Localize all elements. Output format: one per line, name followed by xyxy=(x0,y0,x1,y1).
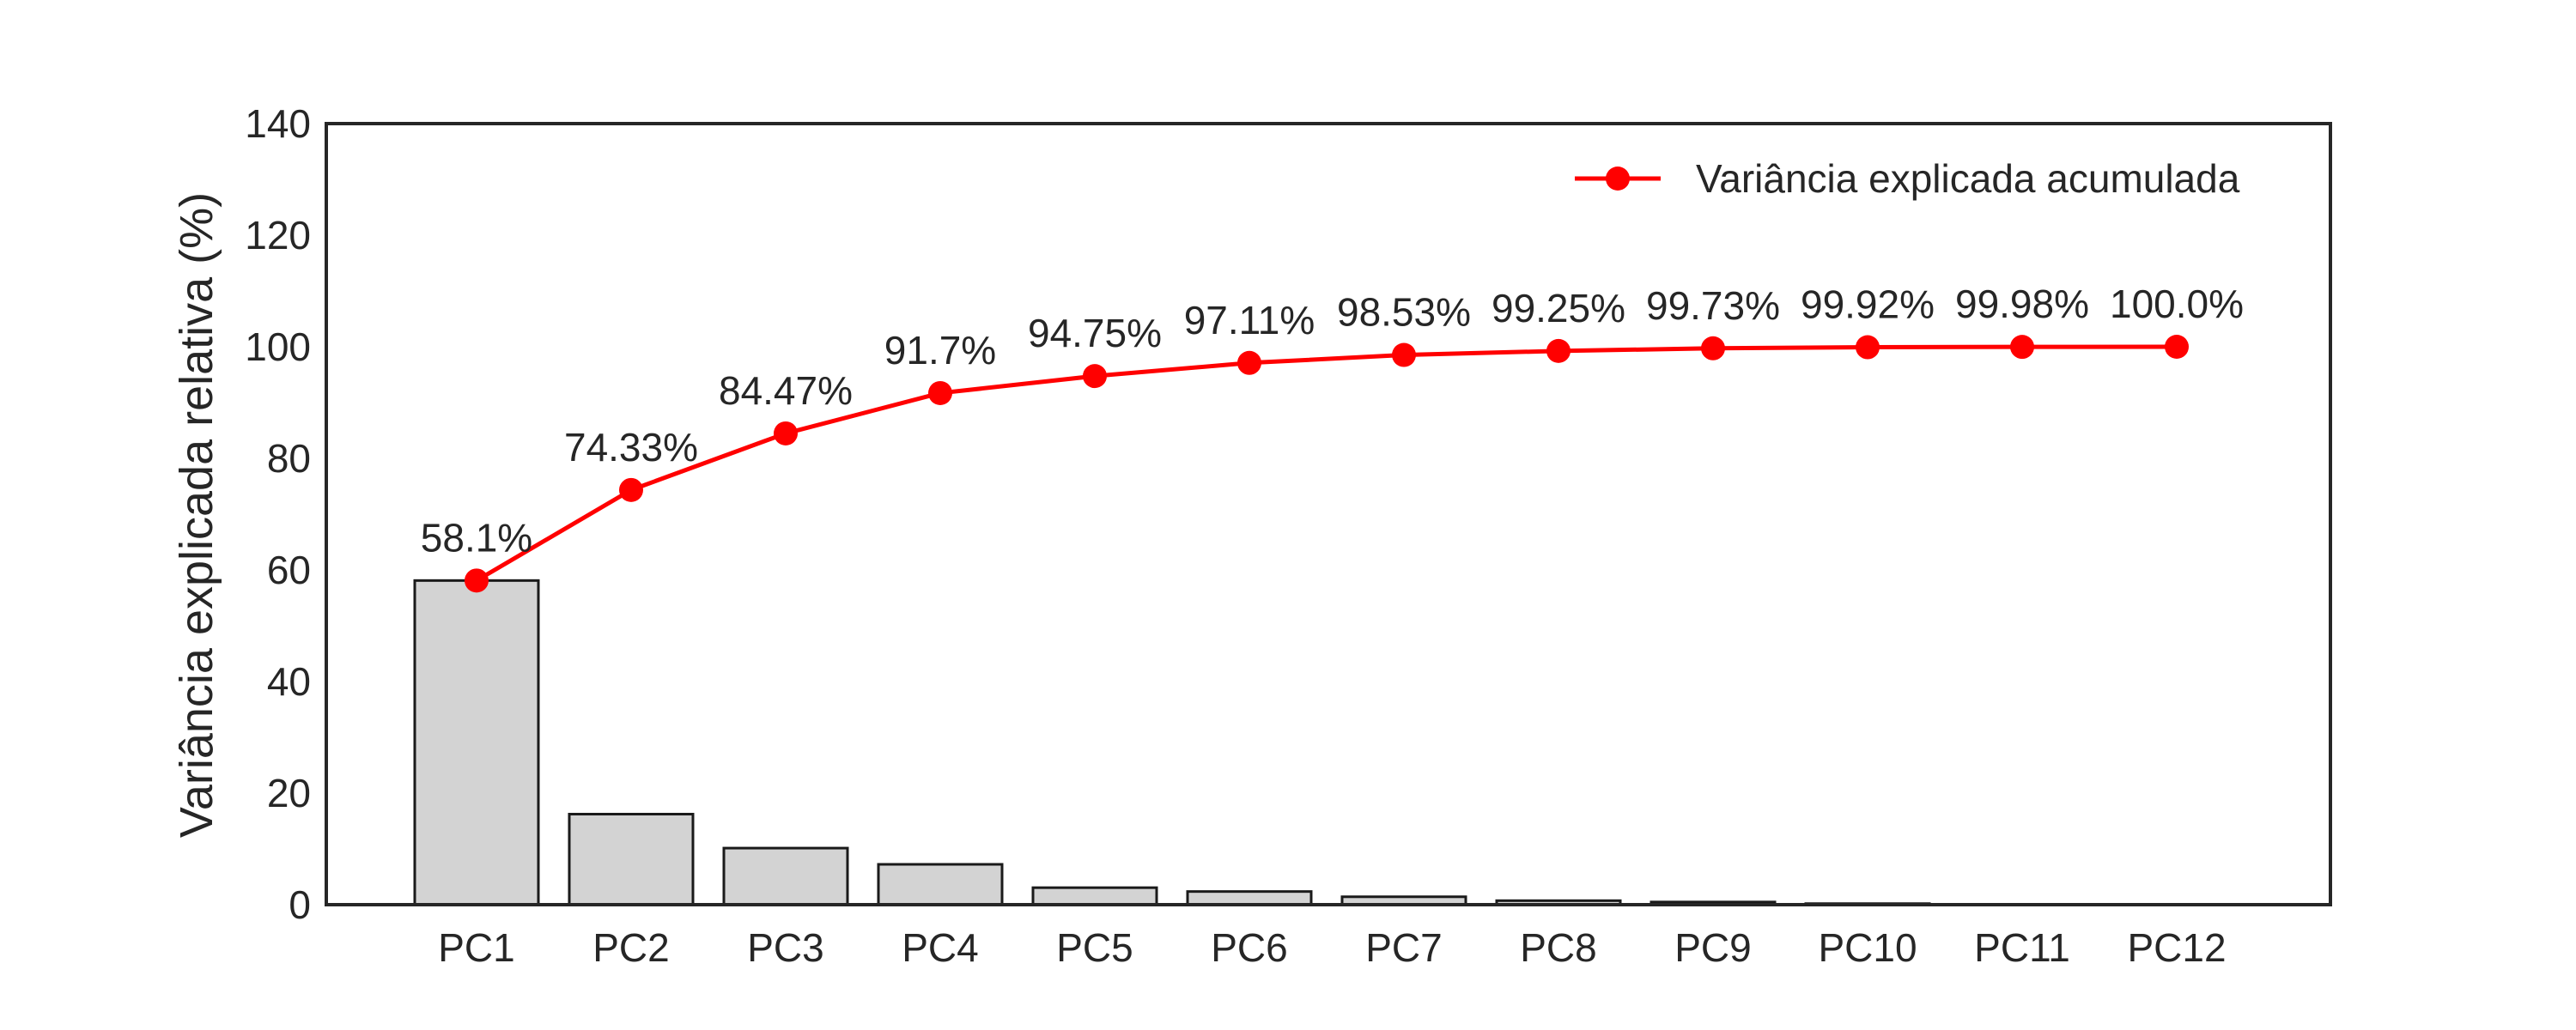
x-tick-label: PC7 xyxy=(1365,925,1442,970)
cumulative-point xyxy=(1546,338,1571,363)
cumulative-point xyxy=(1083,364,1107,389)
bar xyxy=(1031,886,1158,906)
cumulative-point xyxy=(1856,335,1880,360)
legend-marker-swatch xyxy=(1606,167,1630,191)
legend: Variância explicada acumulada xyxy=(1575,156,2240,201)
cumulative-data-label: 58.1% xyxy=(421,515,532,560)
y-tick-label: 20 xyxy=(267,771,311,815)
y-tick-label: 100 xyxy=(245,324,311,369)
plot-frame xyxy=(325,122,2332,906)
y-tick-label: 60 xyxy=(267,548,311,592)
bar xyxy=(877,863,1004,906)
cumulative-data-label: 99.73% xyxy=(1646,283,1780,328)
bar xyxy=(413,579,540,906)
cumulative-point xyxy=(619,477,643,502)
cumulative-data-label: 98.53% xyxy=(1337,290,1471,335)
cumulative-point xyxy=(1392,342,1416,367)
cumulative-point xyxy=(774,421,798,445)
cumulative-data-label: 91.7% xyxy=(884,328,996,373)
y-tick-label: 40 xyxy=(267,659,311,704)
plot-area: 58.1% 74.33% 84.47% 91.7% 94.75% 97.11% 98.53%… xyxy=(413,282,2244,906)
cumulative-point xyxy=(2165,335,2189,359)
cumulative-point xyxy=(1701,336,1725,360)
cumulative-point xyxy=(465,568,489,593)
x-tick-label: PC4 xyxy=(902,925,978,970)
cumulative-point xyxy=(2010,335,2034,360)
x-tick-label: PC1 xyxy=(438,925,514,970)
x-tick-label: PC2 xyxy=(592,925,669,970)
bar xyxy=(568,813,695,906)
y-axis-label: Variância explicada relativa (%) xyxy=(171,192,222,838)
y-tick-label: 140 xyxy=(245,101,311,146)
x-axis-ticks: PC1 PC2 PC3 PC4 PC5 PC6 PC7 PC8 PC9 PC10 PC11 PC12 xyxy=(438,925,2226,970)
cumulative-point xyxy=(928,380,952,405)
y-tick-label: 0 xyxy=(289,882,311,927)
x-tick-label: PC3 xyxy=(747,925,823,970)
x-tick-label: PC11 xyxy=(1974,925,2070,970)
legend-label: Variância explicada acumulada xyxy=(1696,156,2240,201)
cumulative-point xyxy=(1237,350,1261,375)
cumulative-data-label: 99.25% xyxy=(1492,286,1625,330)
x-tick-label: PC10 xyxy=(1818,925,1917,970)
cumulative-data-label: 99.92% xyxy=(1801,282,1935,327)
cumulative-data-label: 94.75% xyxy=(1028,311,1162,355)
cumulative-data-label: 100.0% xyxy=(2110,282,2244,326)
y-tick-label: 120 xyxy=(245,213,311,258)
x-tick-label: PC9 xyxy=(1674,925,1751,970)
x-tick-label: PC8 xyxy=(1520,925,1596,970)
cumulative-data-label: 84.47% xyxy=(719,368,853,413)
bar xyxy=(1186,890,1313,906)
cumulative-data-label: 97.11% xyxy=(1184,298,1315,342)
y-axis-ticks: 0 20 40 60 80 100 120 140 xyxy=(245,101,311,927)
cumulative-line xyxy=(475,344,2178,583)
bar xyxy=(722,846,849,906)
cumulative-data-label: 99.98% xyxy=(1955,282,2089,326)
x-tick-label: PC6 xyxy=(1211,925,1287,970)
x-tick-label: PC5 xyxy=(1056,925,1133,970)
cumulative-data-label: 74.33% xyxy=(564,425,698,470)
y-tick-label: 80 xyxy=(267,436,311,481)
x-tick-label: PC12 xyxy=(2127,925,2226,970)
